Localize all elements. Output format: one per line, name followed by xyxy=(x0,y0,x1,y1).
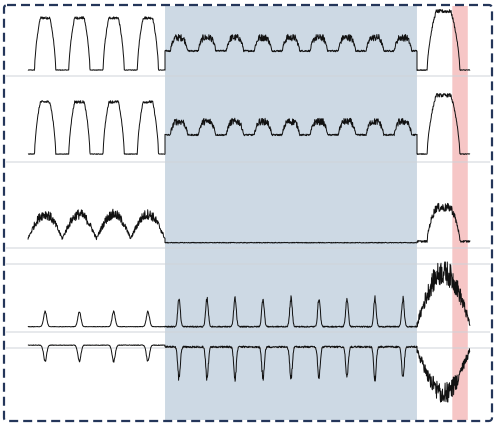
highlighted-region-1 xyxy=(165,6,417,420)
series-trace-panel-3 xyxy=(27,202,471,244)
outer-dashed-frame xyxy=(2,3,494,423)
series-trace-panel-2 xyxy=(27,93,471,155)
series-trace-panel-5 xyxy=(27,344,471,403)
highlighted-regions xyxy=(165,6,468,420)
series-traces xyxy=(27,9,471,403)
highlighted-region-2 xyxy=(452,6,468,420)
series-trace-panel-4 xyxy=(27,261,471,328)
series-trace-panel-1 xyxy=(27,9,471,71)
